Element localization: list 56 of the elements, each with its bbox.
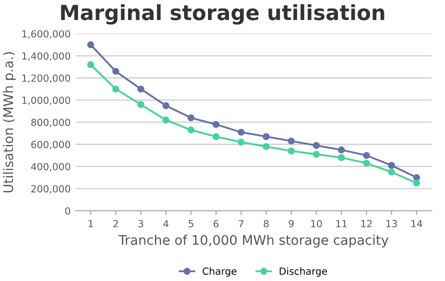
- point: [238, 128, 245, 136]
- y-tick-label: 1,400,000: [22, 52, 70, 61]
- point: [188, 114, 194, 122]
- x-tick-label: 14: [411, 220, 422, 228]
- point: [137, 86, 144, 93]
- x-tick-label: 5: [188, 220, 194, 228]
- point: [112, 86, 120, 93]
- point: [288, 138, 295, 145]
- legend-label: Discharge: [280, 267, 328, 277]
- x-tick-label: 10: [311, 220, 322, 228]
- y-tick-label: 1,200,000: [22, 74, 70, 83]
- chart-title: Marginal storage utilisation: [61, 4, 384, 25]
- point: [162, 102, 170, 110]
- legend-label: Charge: [202, 267, 237, 277]
- point: [312, 150, 320, 158]
- y-tick-label: 1,000,000: [22, 96, 70, 105]
- point: [413, 180, 420, 187]
- y-tick-label: 0: [65, 207, 70, 215]
- y-tick-label: 1,600,000: [22, 30, 70, 39]
- point: [288, 148, 295, 154]
- point: [262, 133, 270, 140]
- y-tick-label: 400,000: [31, 162, 70, 172]
- x-tick-label: 7: [238, 220, 244, 228]
- point: [87, 61, 94, 68]
- x-tick-label: 8: [264, 220, 269, 228]
- point: [212, 120, 220, 128]
- point: [338, 154, 345, 162]
- point: [413, 174, 420, 182]
- x-tick-label: 9: [288, 220, 294, 228]
- y-axis-title: Utilisation (MWh p.a.): [2, 52, 16, 192]
- point: [338, 146, 345, 154]
- x-axis-title: Tranche of 10,000 MWh storage capacity: [118, 234, 388, 248]
- x-tick-label: 11: [336, 220, 347, 228]
- x-tick-label: 13: [386, 220, 397, 228]
- point: [388, 168, 396, 176]
- x-tick-label: 2: [113, 220, 118, 228]
- point: [212, 133, 220, 140]
- y-tick-label: 200,000: [31, 185, 70, 194]
- point: [362, 152, 370, 159]
- x-tick-label: 3: [138, 220, 144, 228]
- point: [137, 101, 144, 108]
- point: [312, 142, 320, 149]
- point: [388, 162, 396, 169]
- x-tick-label: 1: [88, 220, 93, 228]
- y-tick-label: 800,000: [31, 118, 70, 128]
- point: [362, 160, 370, 167]
- point: [238, 138, 245, 146]
- x-tick-label: 4: [163, 220, 168, 228]
- point: [162, 116, 170, 124]
- point: [262, 143, 270, 150]
- point: [188, 126, 194, 134]
- point: [87, 41, 94, 48]
- point: [112, 68, 120, 75]
- x-tick-label: 6: [214, 220, 219, 228]
- y-tick-label: 600,000: [31, 140, 70, 150]
- x-tick-label: 12: [361, 220, 372, 228]
